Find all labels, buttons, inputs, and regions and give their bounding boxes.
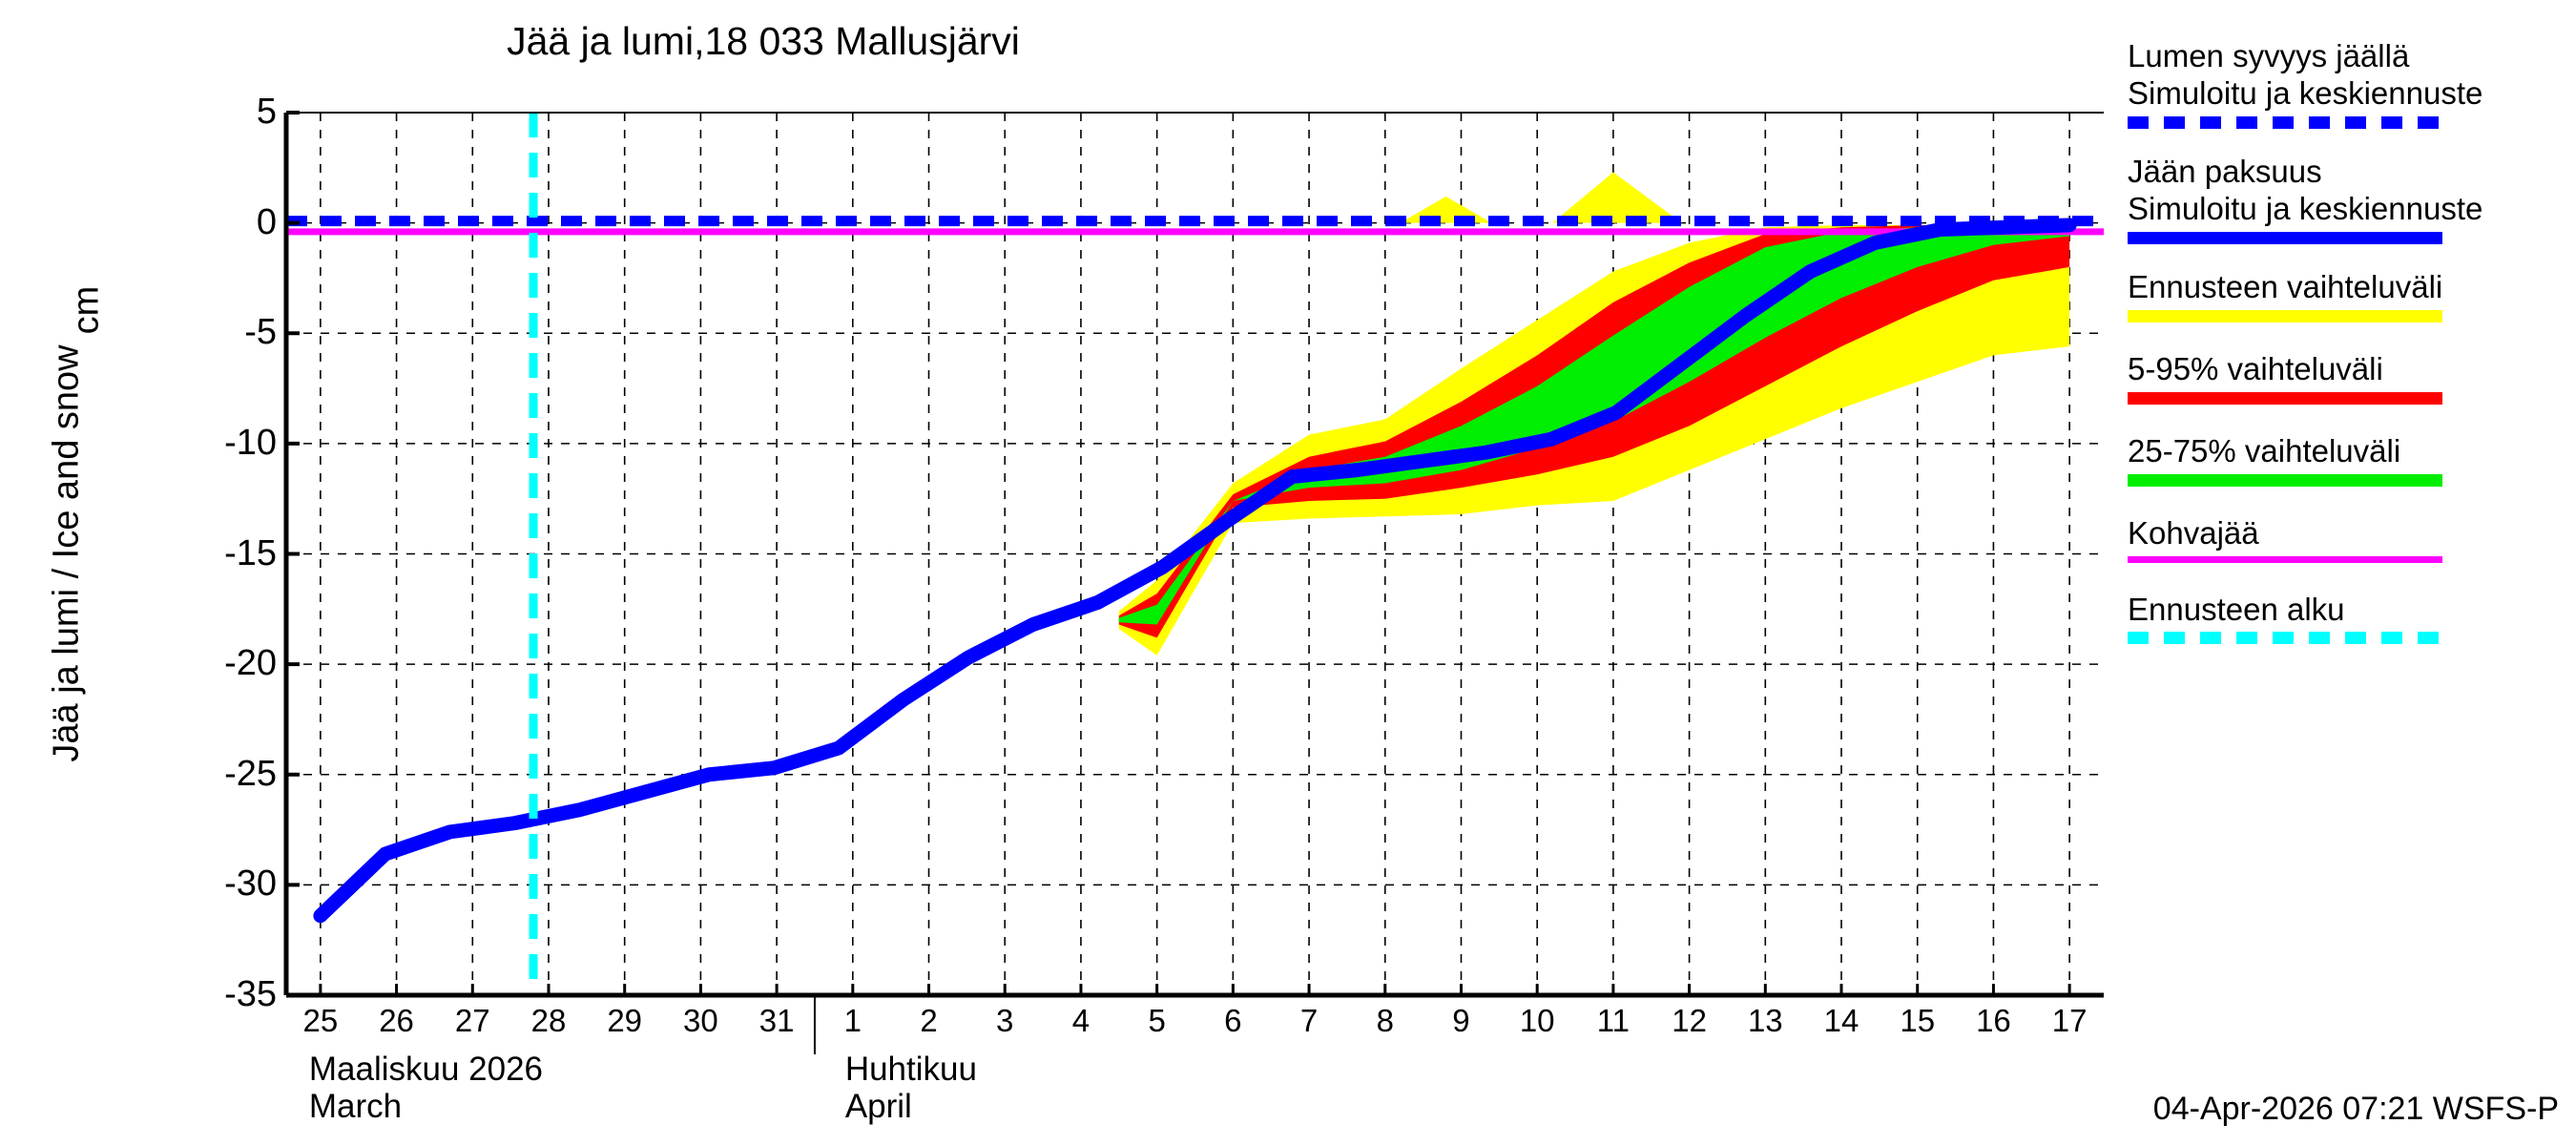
y-tick-label: -30 (224, 864, 277, 905)
legend-label-primary: Ennusteen vaihteluväli (2128, 268, 2443, 304)
y-axis-unit: cm (66, 285, 107, 335)
legend-item[interactable]: Lumen syvyys jäällä Simuloitu ja keskienn… (2128, 38, 2566, 129)
y-tick-label: -35 (224, 974, 277, 1014)
y-tick-label: 0 (256, 201, 277, 242)
y-tick-label: -25 (224, 753, 277, 794)
chart-title: Jää ja lumi,18 033 Mallusjärvi (507, 19, 1020, 63)
x-tick-label: 31 (758, 1003, 795, 1038)
x-tick-label: 3 (996, 1003, 1014, 1038)
legend-item[interactable]: 25-75% vaihteluväli (2128, 433, 2566, 487)
forecast-band (1118, 224, 2070, 638)
legend-item[interactable]: Kohvajää (2128, 515, 2566, 563)
x-tick-label: 29 (607, 1003, 643, 1038)
footer-timestamp: 04-Apr-2026 07:21 WSFS-P (2152, 1091, 2559, 1127)
ice-thickness-line (313, 218, 2077, 924)
legend-label-primary: Ennusteen alku (2128, 591, 2345, 627)
legend-item[interactable]: Ennusteen vaihteluväli (2128, 269, 2566, 323)
legend-swatch (2128, 115, 2442, 129)
legend-swatch (2128, 231, 2442, 244)
x-tick-label: 7 (1299, 1003, 1319, 1038)
legend-swatch (2128, 309, 2442, 323)
chart-legend: Lumen syvyys jäällä Simuloitu ja keskienn… (2128, 38, 2566, 673)
x-tick-label: 14 (1823, 1003, 1859, 1038)
x-tick-label: 9 (1452, 1003, 1470, 1038)
legend-label-secondary: Simuloitu ja keskiennuste (2128, 74, 2483, 111)
legend-label-primary: 5-95% vaihteluväli (2128, 350, 2383, 386)
x-tick-label: 27 (454, 1003, 490, 1038)
x-tick-label: 6 (1224, 1003, 1242, 1038)
legend-label-primary: 25-75% vaihteluväli (2128, 432, 2401, 468)
x-tick-label: 25 (302, 1003, 339, 1038)
y-tick-label: -10 (224, 422, 277, 463)
x-tick-label: 17 (2051, 1003, 2088, 1038)
x-tick-label: 16 (1976, 1003, 2011, 1038)
y-tick-label: 5 (256, 92, 277, 132)
y-axis-unit-container: cm (65, 277, 109, 344)
x-tick-label: 8 (1376, 1003, 1394, 1038)
y-axis-label: Jää ja lumi / Ice and snow (46, 344, 87, 762)
month-label-fi: Huhtikuu (844, 1051, 977, 1088)
legend-item[interactable]: Ennusteen alku (2128, 592, 2566, 645)
x-tick-label: 28 (530, 1003, 567, 1038)
x-tick-label: 2 (920, 1003, 938, 1038)
x-tick-label: 13 (1747, 1003, 1783, 1038)
x-tick-label: 30 (683, 1003, 718, 1038)
x-tick-label: 26 (379, 1003, 414, 1038)
month-label: Maaliskuu 2026 March (309, 1051, 543, 1125)
legend-item[interactable]: 5-95% vaihteluväli (2128, 351, 2566, 405)
y-tick-label: -5 (244, 312, 277, 353)
legend-swatch (2128, 391, 2442, 405)
y-tick-label: -15 (224, 532, 277, 573)
month-label: Huhtikuu April (845, 1051, 977, 1125)
legend-swatch (2128, 473, 2442, 487)
y-tick-label: -20 (224, 643, 277, 684)
legend-label-primary: Jään paksuus (2128, 153, 2322, 189)
month-label-en: March (308, 1088, 403, 1126)
month-label-fi: Maaliskuu 2026 (308, 1051, 544, 1088)
legend-swatch (2128, 555, 2442, 563)
x-tick-label: 1 (843, 1003, 862, 1038)
legend-label-primary: Kohvajää (2128, 514, 2259, 551)
legend-item[interactable]: Jään paksuus Simuloitu ja keskiennuste (2128, 154, 2566, 244)
x-tick-label: 4 (1071, 1003, 1091, 1038)
legend-swatch (2128, 632, 2442, 645)
legend-label-primary: Lumen syvyys jäällä (2128, 38, 2410, 73)
x-tick-label: 15 (1900, 1003, 1936, 1038)
x-tick-label: 12 (1672, 1003, 1707, 1038)
snow-variability-band (1400, 172, 1735, 223)
x-tick-label: 5 (1148, 1003, 1166, 1038)
x-tick-label: 10 (1519, 1003, 1555, 1038)
month-label-en: April (844, 1088, 912, 1126)
x-tick-label: 11 (1596, 1003, 1631, 1038)
y-axis-tick-labels: 5 0 -5 -10 -15 -20 -25 -30 -35 (153, 0, 277, 1145)
legend-label-secondary: Simuloitu ja keskiennuste (2128, 190, 2483, 226)
